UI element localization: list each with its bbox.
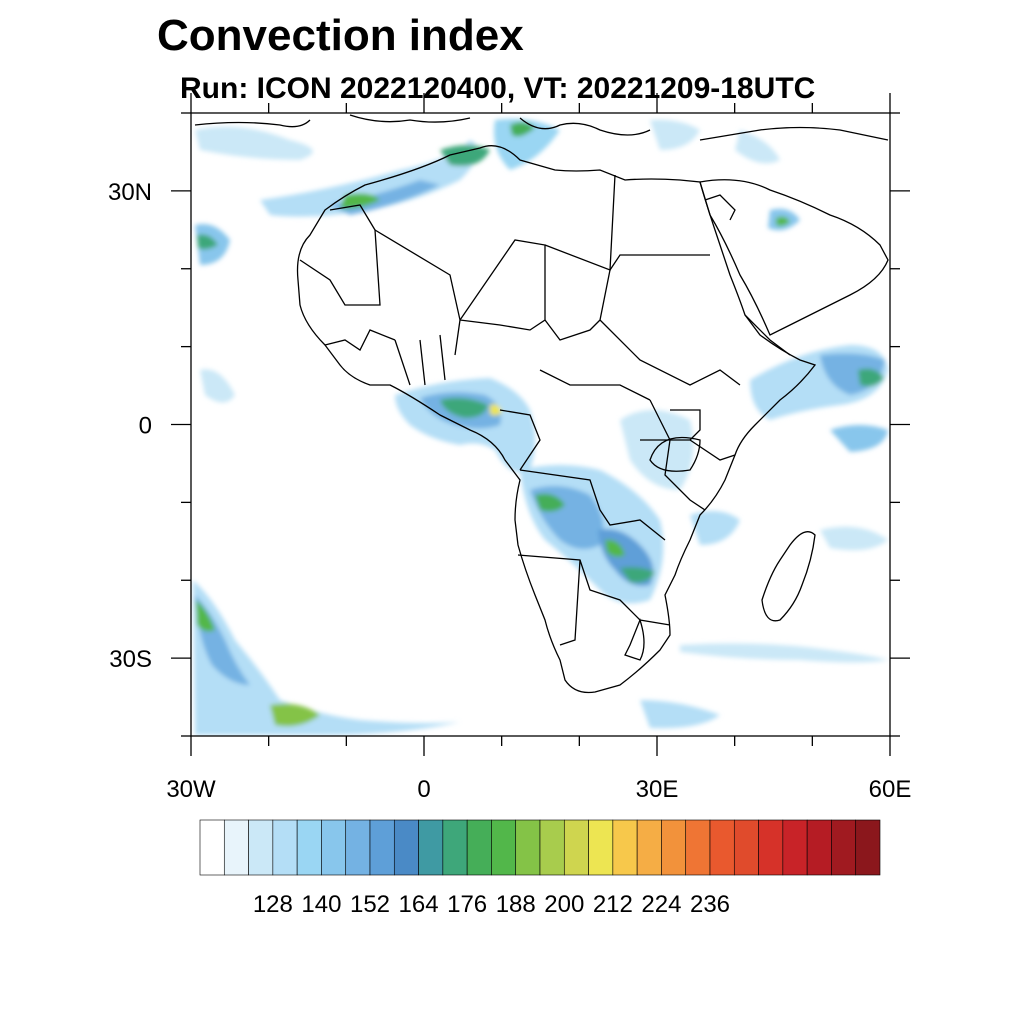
colorbar-swatch [272,819,298,876]
y-tick-label: 0 [139,413,152,440]
colorbar-swatch [563,819,589,876]
colorbar-swatch [369,819,395,876]
colorbar-swatch [709,819,735,876]
colorbar-label: 176 [447,891,487,918]
colorbar-label: 236 [690,891,730,918]
colorbar-label: 128 [253,891,293,918]
colorbar-swatch [685,819,711,876]
colorbar-label: 224 [641,891,681,918]
convection-shading [193,118,888,735]
colorbar-label: 212 [593,891,633,918]
x-tick-label: 60E [869,776,912,803]
colorbar-swatch [491,819,517,876]
x-tick-label: 0 [417,776,430,803]
colorbar-swatch [296,819,322,876]
colorbar-swatch [782,819,808,876]
colorbar-swatch [223,819,249,876]
colorbar-swatch [539,819,565,876]
map-frame [190,112,891,737]
colorbar-swatch [515,819,541,876]
colorbar-swatch [636,819,662,876]
colorbar-label: 152 [350,891,390,918]
colorbar-swatch [442,819,468,876]
colorbar-label: 200 [544,891,584,918]
colorbar: 128 140 152 164 176 188 200 212 224 236 [199,819,881,918]
colorbar-label: 140 [301,891,341,918]
colorbar-swatch [733,819,759,876]
map-axes: 30W 0 30E 60E 30N 0 30S [108,93,911,803]
colorbar-swatch [661,819,687,876]
x-tick-label: 30W [166,776,216,803]
y-tick-label: 30S [109,646,152,673]
colorbar-swatch [321,819,347,876]
figure-title: Convection index [157,11,524,60]
coastlines [194,114,889,694]
colorbar-swatch [345,819,371,876]
y-tick-label: 30N [108,179,152,206]
colorbar-swatch [588,819,614,876]
figure-subtitle: Run: ICON 2022120400, VT: 20221209-18UTC [180,72,816,105]
colorbar-swatch [393,819,419,876]
x-tick-label: 30E [636,776,679,803]
colorbar-swatch [831,819,857,876]
colorbar-swatch [806,819,832,876]
colorbar-label: 164 [399,891,439,918]
colorbar-swatch [199,819,225,876]
colorbar-swatch [855,819,881,876]
colorbar-swatch [612,819,638,876]
colorbar-swatch [758,819,784,876]
colorbar-swatch [248,819,274,876]
colorbar-swatch [466,819,492,876]
colorbar-swatch [418,819,444,876]
map-area [191,113,890,736]
colorbar-label: 188 [496,891,536,918]
